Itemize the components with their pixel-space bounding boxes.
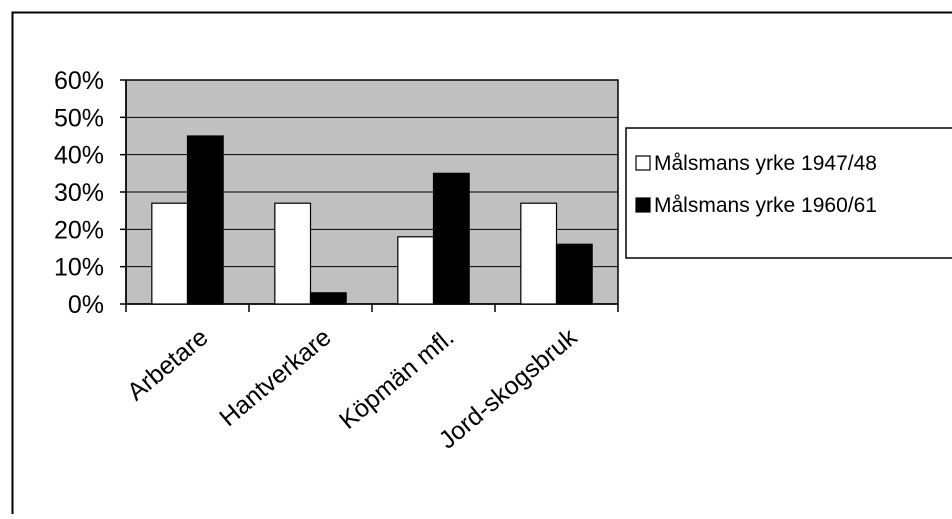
bar-2-jord-skogsbruk xyxy=(557,244,593,304)
y-tick-label: 40% xyxy=(54,142,104,170)
bar-2-k-pm-n-mfl- xyxy=(434,173,470,304)
legend-swatch xyxy=(636,156,650,170)
legend-box xyxy=(626,128,952,258)
bar-2-hantverkare xyxy=(311,293,347,304)
y-tick-label: 0% xyxy=(68,291,104,319)
y-tick-label: 10% xyxy=(54,254,104,282)
legend-swatch xyxy=(636,198,650,212)
legend-label: Målsmans yrke 1960/61 xyxy=(654,194,877,217)
bar-2-arbetare xyxy=(188,136,224,304)
y-tick-label: 60% xyxy=(54,67,104,95)
y-tick-label: 50% xyxy=(54,104,104,132)
legend-label: Målsmans yrke 1947/48 xyxy=(654,152,877,175)
bar-1-jord-skogsbruk xyxy=(521,203,557,304)
legend: Målsmans yrke 1947/48 Målsmans yrke 1960/… xyxy=(626,128,952,258)
bar-1-arbetare xyxy=(152,203,188,304)
bar-1-k-pm-n-mfl- xyxy=(398,237,434,304)
y-tick-label: 30% xyxy=(54,179,104,207)
y-tick-label: 20% xyxy=(54,216,104,244)
bar-1-hantverkare xyxy=(275,203,311,304)
